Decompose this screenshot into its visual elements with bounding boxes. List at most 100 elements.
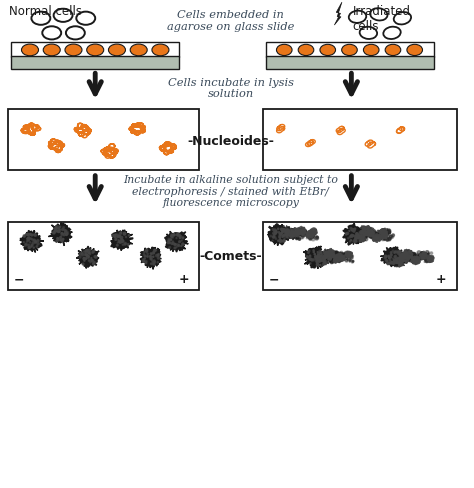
Circle shape: [319, 257, 320, 258]
Circle shape: [412, 260, 413, 261]
Circle shape: [32, 242, 35, 244]
Circle shape: [85, 259, 86, 260]
Circle shape: [406, 254, 408, 255]
Circle shape: [427, 254, 429, 256]
Circle shape: [279, 237, 281, 239]
Circle shape: [402, 259, 403, 260]
Circle shape: [360, 235, 361, 237]
Circle shape: [397, 260, 401, 263]
Circle shape: [37, 240, 39, 242]
Circle shape: [429, 259, 431, 261]
Circle shape: [377, 234, 381, 237]
Circle shape: [403, 256, 405, 257]
Circle shape: [389, 236, 392, 239]
Circle shape: [339, 259, 342, 262]
Circle shape: [317, 264, 319, 265]
Circle shape: [121, 232, 122, 233]
Circle shape: [384, 232, 385, 233]
Text: +: +: [436, 273, 447, 286]
Circle shape: [404, 253, 406, 255]
Circle shape: [283, 231, 285, 234]
Circle shape: [360, 233, 362, 235]
Circle shape: [284, 239, 285, 240]
Circle shape: [383, 230, 385, 232]
Circle shape: [396, 262, 398, 264]
Circle shape: [415, 263, 417, 264]
Circle shape: [405, 256, 407, 258]
Circle shape: [172, 242, 173, 243]
Circle shape: [361, 240, 362, 242]
Circle shape: [319, 261, 320, 262]
Circle shape: [350, 228, 352, 229]
Circle shape: [404, 252, 406, 254]
Circle shape: [23, 235, 26, 238]
Circle shape: [401, 260, 404, 263]
Circle shape: [366, 226, 368, 229]
Circle shape: [376, 237, 378, 238]
Circle shape: [385, 235, 386, 236]
Circle shape: [328, 256, 329, 257]
Circle shape: [294, 234, 295, 236]
Circle shape: [359, 232, 361, 234]
Circle shape: [411, 256, 413, 258]
Circle shape: [410, 252, 411, 253]
Circle shape: [92, 252, 93, 254]
Circle shape: [344, 257, 345, 258]
Circle shape: [377, 231, 379, 232]
Circle shape: [364, 231, 365, 233]
Circle shape: [384, 236, 386, 239]
Circle shape: [368, 230, 369, 231]
Circle shape: [404, 253, 405, 254]
Circle shape: [407, 252, 410, 254]
Circle shape: [283, 229, 284, 230]
Circle shape: [361, 232, 365, 236]
Circle shape: [424, 255, 427, 257]
Circle shape: [334, 259, 336, 262]
Circle shape: [295, 232, 296, 233]
Circle shape: [401, 253, 403, 256]
Circle shape: [395, 259, 397, 261]
Circle shape: [374, 238, 375, 240]
Circle shape: [389, 258, 390, 259]
Circle shape: [333, 254, 335, 256]
Polygon shape: [379, 228, 389, 238]
Circle shape: [286, 230, 287, 231]
Circle shape: [379, 231, 380, 232]
Circle shape: [327, 252, 328, 253]
Circle shape: [59, 232, 60, 233]
Polygon shape: [164, 232, 188, 253]
Circle shape: [406, 256, 408, 257]
Circle shape: [410, 257, 411, 258]
Circle shape: [423, 253, 424, 254]
Circle shape: [302, 230, 303, 231]
Circle shape: [388, 237, 391, 241]
Circle shape: [66, 233, 68, 235]
Circle shape: [311, 232, 312, 233]
Bar: [263, 110, 457, 171]
Circle shape: [337, 252, 339, 254]
Circle shape: [279, 235, 281, 237]
Ellipse shape: [298, 45, 314, 57]
Circle shape: [428, 253, 429, 254]
Circle shape: [331, 253, 332, 254]
Circle shape: [275, 232, 277, 233]
Circle shape: [25, 244, 27, 245]
Circle shape: [420, 255, 422, 258]
Circle shape: [383, 229, 385, 232]
Circle shape: [329, 258, 330, 259]
Circle shape: [335, 261, 336, 263]
Circle shape: [401, 257, 402, 258]
Circle shape: [320, 259, 321, 260]
Circle shape: [348, 254, 350, 256]
Circle shape: [364, 229, 366, 231]
Circle shape: [407, 259, 408, 260]
Circle shape: [406, 253, 408, 254]
Circle shape: [328, 254, 330, 256]
Circle shape: [389, 257, 391, 259]
Circle shape: [313, 233, 315, 235]
Circle shape: [326, 256, 328, 258]
Circle shape: [429, 258, 430, 259]
Circle shape: [356, 235, 359, 237]
Circle shape: [85, 258, 87, 260]
Circle shape: [311, 232, 312, 233]
